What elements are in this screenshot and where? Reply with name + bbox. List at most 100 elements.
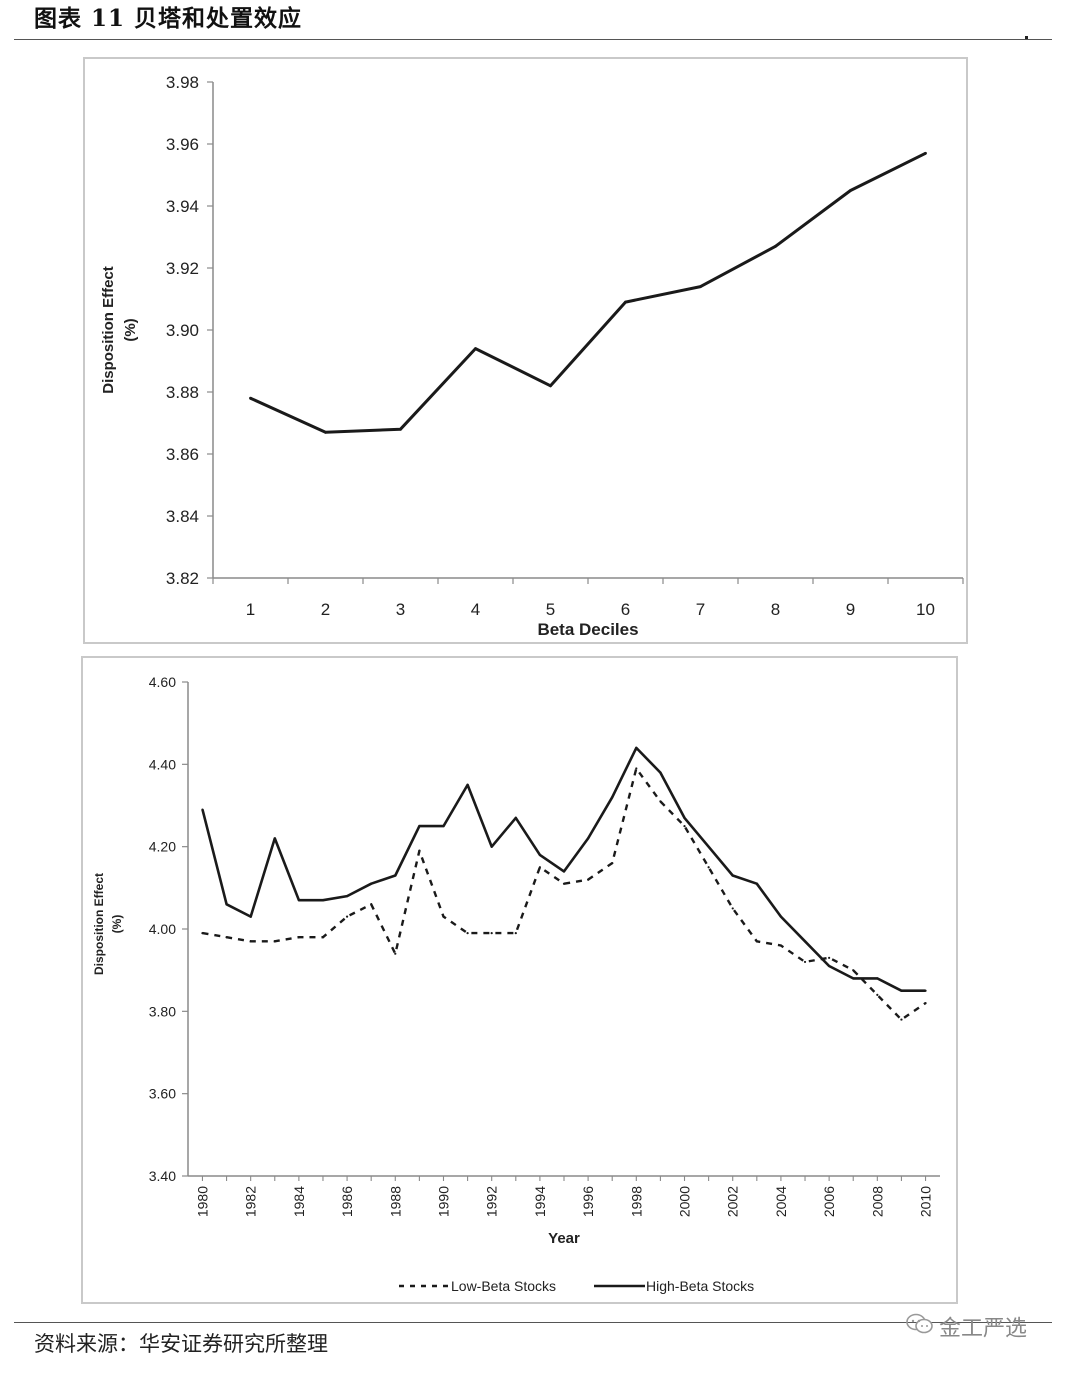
data-point [849,189,852,192]
x-tick-label: 4 [471,600,480,619]
yearly-disposition-chart: 3.40 3.60 3.80 4.00 4.20 4.40 4.60 1980 1982 1984… [92,674,940,1294]
high-beta-point [538,853,541,856]
high-beta-point [659,771,662,774]
low-beta-point [635,767,638,770]
x-tick-label: 1988 [387,1186,403,1217]
high-beta-point [201,808,204,811]
y-tick-label: 3.84 [166,507,199,526]
x-tick-label: 8 [771,600,780,619]
y-tick-label: 3.82 [166,569,199,588]
high-beta-point [418,824,421,828]
low-beta-point [707,866,710,869]
low-beta-point [587,878,590,881]
high-beta-point [225,903,228,906]
x-tick-label: 7 [696,600,705,619]
data-point [924,151,927,155]
x-tick-label: 9 [846,600,855,619]
y-tick-label: 4.20 [149,839,176,855]
x-tick-label: 1996 [580,1186,596,1217]
x-tick-label: 1990 [435,1186,451,1217]
x-tick-label: 1992 [484,1186,500,1217]
low-beta-point [538,866,541,869]
low-beta-point [490,932,493,935]
x-tick-label: 2004 [773,1186,789,1217]
y-axis-title: Disposition Effect [100,266,117,394]
data-point [249,396,252,400]
y-tick-label: 3.86 [166,445,199,464]
low-beta-point [828,956,831,959]
high-beta-point [273,837,276,840]
low-beta-point [924,1002,927,1005]
x-tick-label: 1 [246,600,255,619]
high-beta-point [345,894,349,898]
high-beta-point [442,824,445,828]
low-beta-point [852,969,855,972]
low-beta-point [466,932,469,935]
y-axis-title-unit: (%) [122,318,139,341]
x-tick-label: 2010 [918,1186,934,1217]
high-beta-point [828,964,831,968]
top-rule [14,39,1052,40]
y-tick-label: 4.40 [149,756,176,772]
x-tick-label: 1986 [339,1186,355,1217]
x-tick-label: 2000 [677,1186,693,1217]
series-line [249,151,927,434]
x-tick-label: 1994 [532,1186,548,1217]
watermark: 金工严选 [905,1312,1027,1346]
chart-panel-beta-deciles: 3.82 3.84 3.86 3.88 3.90 3.92 3.94 3.96 3.98 1 2 3 4… [83,57,968,644]
y-tick-label: 3.98 [166,73,199,92]
low-beta-point [755,940,758,943]
data-point [324,430,327,434]
low-beta-point [514,932,517,935]
high-beta-point [611,796,614,799]
high-beta-point [852,977,855,980]
x-tick-label: 2006 [821,1186,837,1217]
high-beta-point [707,845,710,848]
high-beta-point [370,882,373,885]
x-tick-label: 1982 [243,1186,259,1217]
data-point [699,285,702,288]
low-beta-point [249,940,252,943]
low-beta-point [273,940,276,943]
x-tick-label: 10 [916,600,935,619]
high-beta-point [297,899,300,902]
low-beta-series-line [202,767,927,1021]
low-beta-point [201,932,204,935]
x-tick-label: 1980 [194,1186,210,1217]
bottom-rule [14,1322,1052,1323]
data-point [624,300,627,304]
high-beta-point [876,977,879,980]
chart-panel-yearly: 3.40 3.60 3.80 4.00 4.20 4.40 4.60 1980 1982 1984… [81,656,958,1304]
high-beta-point [900,989,903,992]
high-beta-point [683,816,686,819]
high-beta-point [321,899,325,902]
high-beta-point [394,874,397,877]
low-beta-point [321,936,325,939]
x-axis-title: Year [548,1230,580,1247]
x-tick-label: 5 [546,600,555,619]
y-tick-label: 4.00 [149,921,176,937]
figure-title: 图表 11 贝塔和处置效应 [34,5,303,32]
x-tick-label: 1998 [628,1186,644,1217]
y-tick-label: 3.60 [149,1086,176,1102]
y-tick-label: 4.60 [149,674,176,690]
high-beta-point [635,746,638,749]
low-beta-point [900,1018,903,1021]
high-beta-point [562,870,566,873]
low-beta-point [779,944,783,947]
y-tick-label: 3.88 [166,383,199,402]
low-beta-point [611,862,614,865]
y-axis-title: Disposition Effect [92,873,106,975]
data-point [774,244,777,248]
data-point [399,427,402,431]
low-beta-point [225,936,228,939]
legend-label-low-beta: Low-Beta Stocks [451,1278,556,1294]
low-beta-point [370,903,373,906]
legend-label-high-beta: High-Beta Stocks [646,1278,754,1294]
high-beta-point [755,882,758,885]
low-beta-point [562,882,566,885]
y-tick-label: 3.90 [166,321,199,340]
x-tick-label: 2 [321,600,330,619]
data-point [549,384,552,388]
source-note: 资料来源：华安证券研究所整理 [34,1332,328,1356]
